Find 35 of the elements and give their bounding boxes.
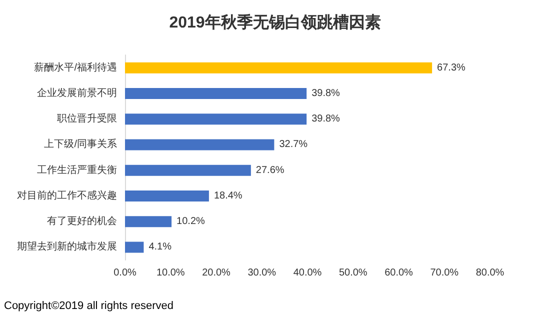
bar	[125, 88, 307, 99]
data-label: 4.1%	[148, 242, 172, 253]
bar	[125, 114, 307, 125]
data-label: 27.6%	[256, 164, 284, 176]
y-tick-label: 对目前的工作不感兴趣	[17, 189, 117, 202]
y-tick-label: 企业发展前景不明	[37, 86, 117, 99]
bar	[125, 139, 274, 150]
text: Copyright©2019 all rights reserved	[4, 300, 174, 312]
x-tick-label: 10.0%	[156, 268, 185, 278]
bar	[125, 164, 251, 176]
data-label: 18.4%	[214, 190, 242, 202]
data-label: 39.8%	[312, 88, 340, 99]
data-label: 39.8%	[312, 114, 340, 125]
data-label: 67.3%	[437, 62, 466, 74]
x-tick-label: 70.0%	[430, 268, 459, 278]
y-tick-label: 期望去到新的城市发展	[17, 240, 117, 253]
bar	[125, 216, 172, 228]
y-tick-label: 职位晋升受限	[57, 112, 117, 125]
x-tick-label: 50.0%	[338, 268, 368, 278]
y-tick-label: 薪酬水平/福利待遇	[34, 61, 117, 74]
bar	[125, 62, 432, 74]
x-tick-label: 0.0%	[114, 268, 137, 278]
bar	[125, 190, 209, 202]
y-tick-label: 工作生活严重失衡	[37, 164, 117, 176]
x-tick-label: 60.0%	[384, 268, 414, 278]
y-tick-label: 上下级/同事关系	[44, 138, 117, 150]
bar	[125, 242, 144, 253]
chart-title: 2019年秋季无锡白领跳槽因素	[169, 14, 381, 32]
x-tick-label: 30.0%	[248, 268, 276, 278]
x-tick-label: 20.0%	[202, 268, 231, 278]
x-tick-label: 80.0%	[476, 268, 504, 278]
y-tick-label: 有了更好的机会	[47, 215, 117, 228]
data-label: 32.7%	[279, 139, 308, 150]
x-tick-label: 40.0%	[293, 268, 322, 278]
data-label: 10.2%	[176, 216, 205, 228]
